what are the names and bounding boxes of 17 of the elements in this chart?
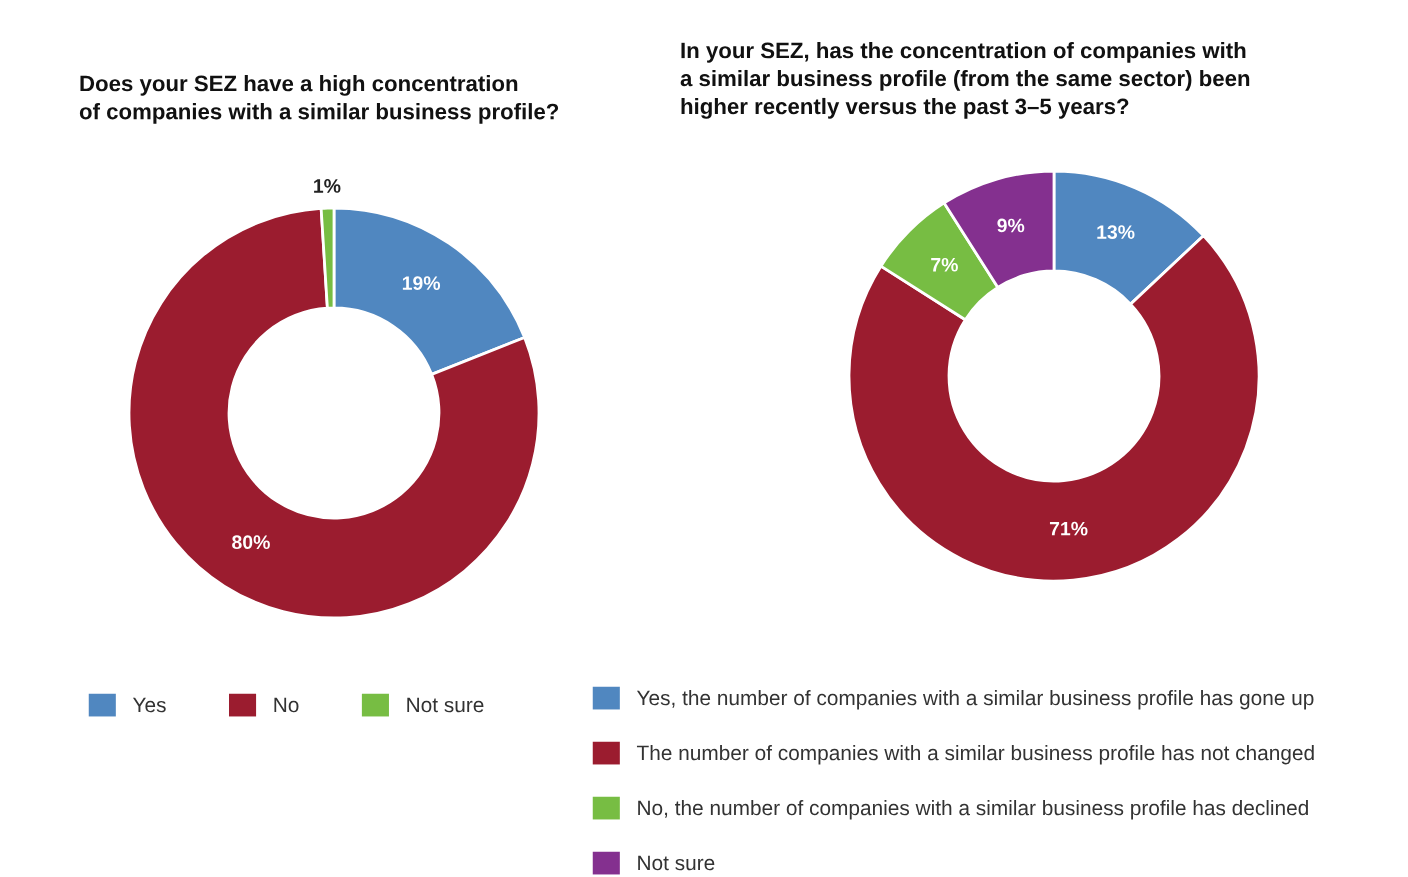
- data-label: 7%: [931, 257, 958, 272]
- legend-label: No: [274, 697, 299, 713]
- chart-title: In your SEZ, has the concentration of companies with a similar business profile (from the same sector) been higher recently versus the past 3–5 years?: [680, 42, 1250, 119]
- legend-label: Not sure: [407, 697, 484, 713]
- data-label: 13%: [1097, 225, 1135, 239]
- data-label: 71%: [1049, 521, 1088, 536]
- data-label: 9%: [997, 218, 1025, 233]
- legend-label: Yes, the number of companies with a similar business profile has gone up: [636, 689, 1314, 710]
- donut-slice: [127, 207, 541, 620]
- legend-label: Yes: [132, 697, 166, 713]
- legend-label: The number of companies with a similar business profile has not changed: [636, 744, 1314, 765]
- chart-title: Does your SEZ have a high concentration of companies with a similar business profile?: [79, 75, 559, 124]
- data-label: 80%: [232, 535, 270, 550]
- data-label: 1%: [314, 179, 341, 193]
- data-label: 19%: [402, 276, 441, 291]
- legend-label: No, the number of companies with a similar business profile has declined: [638, 799, 1308, 820]
- legend-label: Not sure: [638, 855, 715, 871]
